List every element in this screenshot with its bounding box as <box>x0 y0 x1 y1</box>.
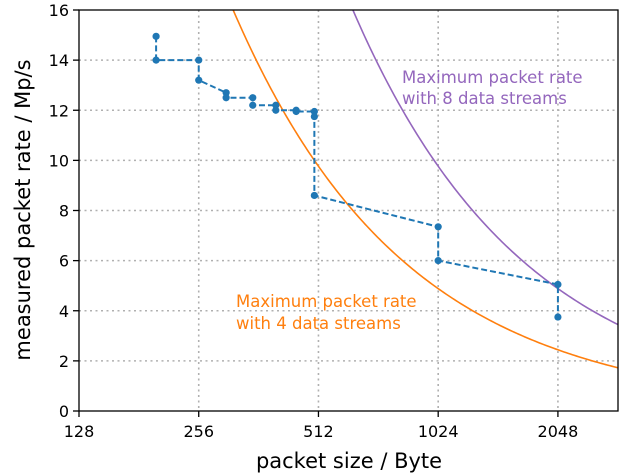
data-point <box>310 112 318 121</box>
measured-series <box>152 32 562 321</box>
curve-line-2 <box>352 10 618 326</box>
data-point <box>272 101 280 109</box>
x-tick-label: 256 <box>183 422 214 441</box>
data-point <box>310 191 318 200</box>
y-tick-label: 14 <box>49 51 69 70</box>
data-point <box>195 56 203 64</box>
curve-annotations: Maximum packet rate with 4 data streams Ma… <box>236 68 583 333</box>
data-point <box>272 106 280 114</box>
data-point <box>434 257 442 265</box>
x-tick-label: 2048 <box>538 422 579 441</box>
y-tick-label: 4 <box>59 302 69 321</box>
curve-label-line2: with 4 data streams <box>236 314 401 333</box>
y-tick-label: 8 <box>59 202 69 221</box>
data-point <box>195 76 203 84</box>
data-point <box>554 280 562 289</box>
data-point <box>152 32 160 40</box>
curve-label-line1: Maximum packet rate <box>236 292 417 311</box>
y-axis-title: measured packet rate / Mp/s <box>11 59 35 360</box>
x-tick-label: 512 <box>303 422 334 441</box>
curve-label-line1: Maximum packet rate <box>402 68 583 87</box>
y-tick-label: 16 <box>49 1 69 20</box>
curve-line-1 <box>232 10 618 369</box>
x-tick-label: 1024 <box>418 422 459 441</box>
y-tick-label: 10 <box>49 151 69 170</box>
curve-label-line2: with 8 data streams <box>402 89 567 108</box>
x-tick-label: 128 <box>64 422 95 441</box>
data-point <box>554 313 562 321</box>
y-tick-label: 2 <box>59 352 69 371</box>
data-point <box>222 94 230 102</box>
data-point <box>222 89 230 97</box>
data-point <box>292 107 300 116</box>
data-point <box>152 56 160 64</box>
y-tick-label: 12 <box>49 101 69 120</box>
y-tick-label: 0 <box>59 402 69 421</box>
axis-ticks: 128 256 512 1024 2048 0 2 4 6 8 10 12 14 16 <box>49 1 579 441</box>
y-tick-label: 6 <box>59 252 69 271</box>
x-axis-title: packet size / Byte <box>256 449 442 473</box>
theoretical-curves <box>232 10 618 369</box>
data-point <box>249 94 257 102</box>
data-point <box>310 107 318 116</box>
data-point <box>434 223 442 231</box>
data-point <box>249 101 257 109</box>
